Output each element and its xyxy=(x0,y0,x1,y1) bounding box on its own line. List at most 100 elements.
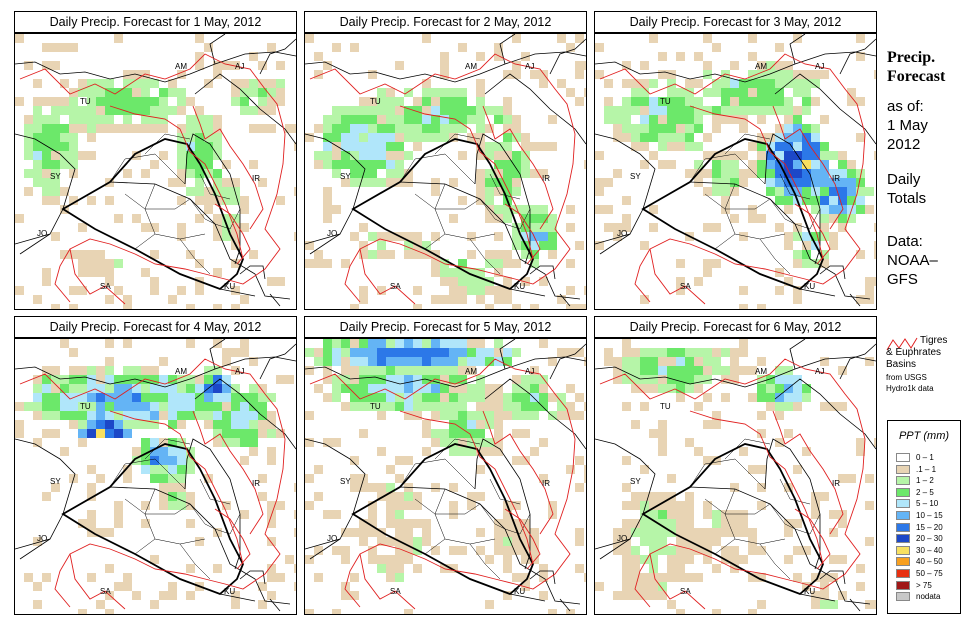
precip-cell xyxy=(739,304,748,309)
precip-cell xyxy=(377,88,386,97)
precip-cell xyxy=(485,187,494,196)
precip-cell xyxy=(548,501,557,510)
precip-cell xyxy=(739,124,748,133)
precip-cell xyxy=(613,124,622,133)
precip-cell xyxy=(739,115,748,124)
precip-cell xyxy=(159,483,168,492)
precip-cell xyxy=(24,142,33,151)
precip-cell xyxy=(503,402,512,411)
precip-cell xyxy=(557,34,566,43)
precip-cell xyxy=(476,268,485,277)
precip-cell xyxy=(757,169,766,178)
precip-cell xyxy=(766,402,775,411)
precip-cell xyxy=(476,420,485,429)
precip-cell xyxy=(323,357,332,366)
precip-cell xyxy=(141,169,150,178)
precip-cell xyxy=(249,88,258,97)
precip-cell xyxy=(78,259,87,268)
precip-cell xyxy=(820,160,829,169)
precip-cell xyxy=(368,142,377,151)
precip-cell xyxy=(350,456,359,465)
precip-cell xyxy=(15,402,24,411)
precip-cell xyxy=(775,61,784,70)
precip-cell xyxy=(649,591,658,600)
precip-cell xyxy=(449,268,458,277)
precip-cell xyxy=(584,357,586,366)
precip-cell xyxy=(51,160,60,169)
precip-cell xyxy=(213,70,222,79)
precip-cell xyxy=(503,160,512,169)
precip-cell xyxy=(584,160,586,169)
precip-cell xyxy=(613,366,622,375)
precip-cell xyxy=(467,268,476,277)
precip-grid xyxy=(15,339,296,614)
precip-cell xyxy=(874,70,876,79)
precip-cell xyxy=(703,528,712,537)
precip-cell xyxy=(78,286,87,295)
precip-cell xyxy=(69,286,78,295)
precip-cell xyxy=(640,348,649,357)
precip-cell xyxy=(422,393,431,402)
precip-cell xyxy=(413,375,422,384)
precip-cell xyxy=(820,357,829,366)
precip-cell xyxy=(431,366,440,375)
precip-cell xyxy=(377,250,386,259)
precip-cell xyxy=(440,52,449,61)
precip-cell xyxy=(168,178,177,187)
precip-cell xyxy=(676,286,685,295)
precip-cell xyxy=(766,393,775,402)
precip-cell xyxy=(213,564,222,573)
precip-cell xyxy=(69,124,78,133)
precip-cell xyxy=(258,79,267,88)
panel-title: Daily Precip. Forecast for 4 May, 2012 xyxy=(14,316,297,338)
precip-cell xyxy=(811,187,820,196)
precip-cell xyxy=(757,88,766,97)
precip-cell xyxy=(449,510,458,519)
precip-cell xyxy=(258,600,267,609)
country-border xyxy=(15,356,296,388)
precip-cell xyxy=(512,187,521,196)
precip-cell xyxy=(865,357,874,366)
precip-cell xyxy=(440,115,449,124)
precip-cell xyxy=(377,115,386,124)
precip-cell xyxy=(530,241,539,250)
precip-cell xyxy=(359,519,368,528)
precip-cell xyxy=(631,133,640,142)
precip-cell xyxy=(395,169,404,178)
precip-cell xyxy=(440,438,449,447)
precip-cell xyxy=(775,70,784,79)
precip-cell xyxy=(78,384,87,393)
precip-cell xyxy=(874,277,876,286)
precip-cell xyxy=(177,501,186,510)
precip-cell xyxy=(431,232,440,241)
country-border xyxy=(194,73,296,145)
precip-cell xyxy=(213,366,222,375)
precip-cell xyxy=(42,43,51,52)
precip-cell xyxy=(132,151,141,160)
precip-cell xyxy=(467,339,476,348)
precip-cell xyxy=(60,411,69,420)
precip-cell xyxy=(458,277,467,286)
precip-cell xyxy=(231,88,240,97)
basin-line-sample xyxy=(886,337,918,351)
precip-cell xyxy=(359,106,368,115)
precip-cell xyxy=(51,124,60,133)
precip-cell xyxy=(721,519,730,528)
precip-cell xyxy=(613,232,622,241)
precip-cell xyxy=(631,142,640,151)
precip-cell xyxy=(15,429,24,438)
province-border xyxy=(714,538,786,555)
precip-cell xyxy=(42,115,51,124)
precip-cell xyxy=(530,250,539,259)
precip-cell xyxy=(557,348,566,357)
precip-cell xyxy=(105,79,114,88)
precip-cell xyxy=(874,438,876,447)
precip-cell xyxy=(512,429,521,438)
province-border xyxy=(779,478,811,505)
precip-cell xyxy=(667,519,676,528)
precip-cell xyxy=(784,124,793,133)
precip-cell xyxy=(186,124,195,133)
precip-cell xyxy=(685,519,694,528)
precip-cell xyxy=(458,268,467,277)
